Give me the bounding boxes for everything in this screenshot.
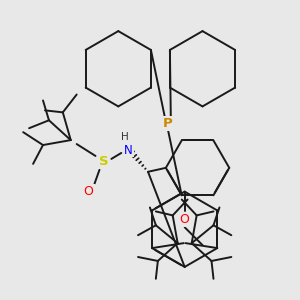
Text: O: O [180, 213, 190, 226]
Text: O: O [84, 185, 94, 198]
Text: H: H [122, 132, 129, 142]
Text: N: N [124, 143, 133, 157]
Text: P: P [163, 117, 173, 130]
Text: S: S [99, 155, 108, 168]
